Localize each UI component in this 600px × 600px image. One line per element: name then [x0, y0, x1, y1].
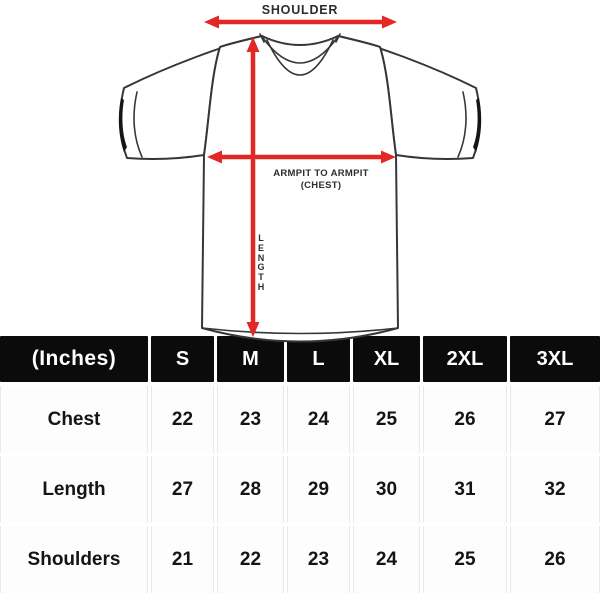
value-cell: 23 — [287, 526, 350, 593]
row-label-cell: Chest — [0, 386, 148, 453]
header-cell-size-s: S — [151, 336, 214, 382]
length-label: LENGTH — [257, 233, 265, 292]
value-cell: 25 — [423, 526, 507, 593]
right-cuff-stitch — [457, 91, 467, 158]
header-cell-size-l: L — [287, 336, 350, 382]
header-cell-size-xl: XL — [353, 336, 420, 382]
value-cell: 28 — [217, 456, 284, 523]
row-label-cell: Length — [0, 456, 148, 523]
value-cell: 32 — [510, 456, 600, 523]
table-row-length: Length 27 28 29 30 31 32 — [0, 456, 600, 523]
value-cell: 30 — [353, 456, 420, 523]
value-cell: 27 — [151, 456, 214, 523]
hem-stitch-line — [201, 327, 399, 335]
header-cell-size-3xl: 3XL — [510, 336, 600, 382]
table-row-shoulders: Shoulders 21 22 23 24 25 26 — [0, 526, 600, 593]
collar-seam-tick-right — [335, 33, 341, 43]
value-cell: 26 — [423, 386, 507, 453]
size-table-header-row: (Inches) S M L XL 2XL 3XL — [0, 336, 600, 382]
header-cell-size-2xl: 2XL — [423, 336, 507, 382]
value-cell: 22 — [217, 526, 284, 593]
value-cell: 25 — [353, 386, 420, 453]
value-cell: 22 — [151, 386, 214, 453]
left-cuff-stitch — [133, 91, 143, 158]
value-cell: 21 — [151, 526, 214, 593]
value-cell: 24 — [287, 386, 350, 453]
header-cell-units: (Inches) — [0, 336, 148, 382]
collar-seam-tick-left — [259, 33, 265, 43]
collar-neckline — [266, 39, 334, 76]
shoulder-label: SHOULDER — [262, 3, 339, 17]
tshirt-measurement-diagram: SHOULDER ARMPIT TO ARMPIT (CHEST) — [118, 3, 482, 343]
size-table: (Inches) S M L XL 2XL 3XL Chest 22 23 24… — [0, 336, 600, 596]
left-sleeve-shadow — [118, 98, 127, 152]
table-row-chest: Chest 22 23 24 25 26 27 — [0, 386, 600, 453]
value-cell: 31 — [423, 456, 507, 523]
value-cell: 26 — [510, 526, 600, 593]
value-cell: 23 — [217, 386, 284, 453]
chest-arrow — [207, 150, 396, 164]
value-cell: 29 — [287, 456, 350, 523]
value-cell: 27 — [510, 386, 600, 453]
length-arrow — [246, 37, 260, 337]
value-cell: 24 — [353, 526, 420, 593]
shoulder-arrow — [204, 15, 397, 29]
armpit-to-armpit-label: ARMPIT TO ARMPIT — [273, 168, 369, 179]
row-label-cell: Shoulders — [0, 526, 148, 593]
header-cell-size-m: M — [217, 336, 284, 382]
right-sleeve-shadow — [473, 98, 482, 152]
chest-sub-label: (CHEST) — [301, 180, 342, 191]
